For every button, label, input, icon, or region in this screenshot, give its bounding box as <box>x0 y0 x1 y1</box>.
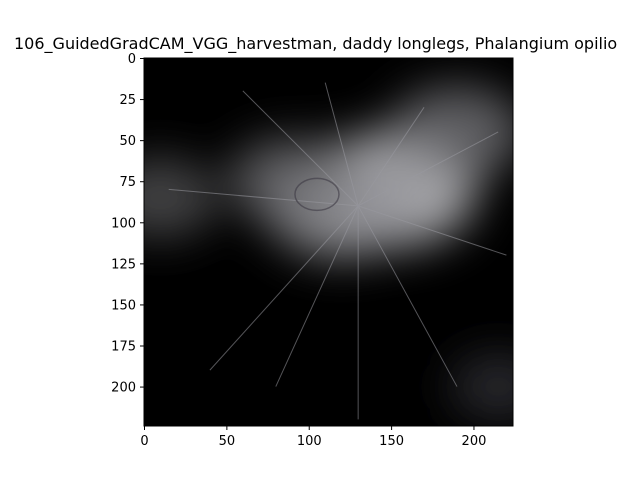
leg-strand <box>357 205 507 256</box>
leg-strand <box>168 188 359 207</box>
y-tick-label: 75 <box>119 175 136 190</box>
leg-strand <box>275 205 359 387</box>
leg-strand <box>357 131 499 207</box>
saliency-hotspot <box>144 157 219 238</box>
x-tick-label: 50 <box>219 434 236 449</box>
saliency-image <box>144 58 513 426</box>
y-tick-label: 50 <box>119 134 136 149</box>
leg-strand <box>242 90 359 207</box>
body-outline <box>294 177 340 212</box>
saliency-hotspot <box>228 137 357 226</box>
x-tick-label: 150 <box>379 434 404 449</box>
plot-frame <box>143 57 514 427</box>
leg-strand <box>324 82 359 206</box>
y-axis: 0 25 50 75 100 125 150 175 200 <box>111 52 144 396</box>
saliency-hotspot <box>390 85 513 178</box>
chart-title: 106_GuidedGradCAM_VGG_harvestman, daddy … <box>14 34 617 54</box>
leg-strand <box>357 107 425 207</box>
y-tick-label: 200 <box>111 381 136 396</box>
y-tick-label: 125 <box>111 257 136 272</box>
saliency-hotspot <box>449 352 513 421</box>
y-tick-label: 150 <box>111 298 136 313</box>
y-tick-label: 0 <box>128 52 136 67</box>
x-tick-label: 0 <box>140 434 148 449</box>
leg-strand <box>209 205 359 371</box>
leg-strand <box>357 205 458 387</box>
x-tick-label: 200 <box>462 434 487 449</box>
y-tick-label: 175 <box>111 340 136 355</box>
x-axis: 0 50 100 150 200 <box>140 426 486 449</box>
y-tick-label: 100 <box>111 216 136 231</box>
y-tick-label: 25 <box>119 93 136 108</box>
x-tick-label: 100 <box>297 434 322 449</box>
